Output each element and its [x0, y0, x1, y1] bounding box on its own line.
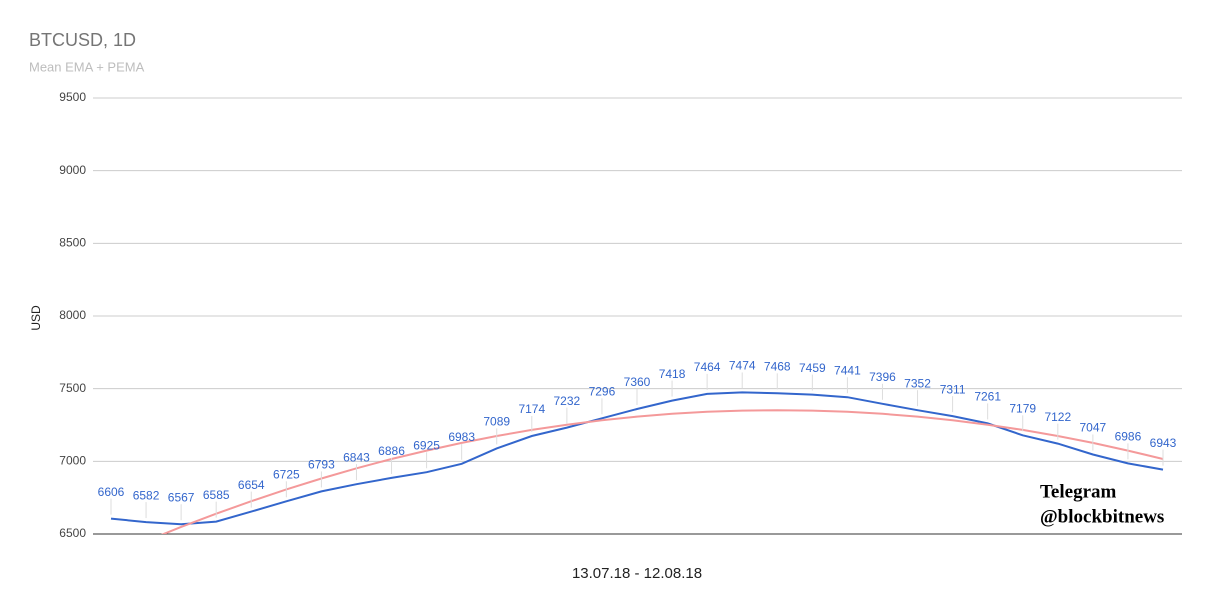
watermark: @blockbitnews	[1040, 506, 1164, 527]
data-label: 7468	[764, 359, 791, 373]
data-label: 7441	[834, 363, 861, 377]
data-label: 7311	[940, 382, 966, 396]
data-label: 7418	[659, 367, 686, 381]
data-label: 6943	[1150, 436, 1177, 450]
data-label: 6567	[168, 490, 195, 504]
data-label: 6606	[98, 485, 125, 499]
y-tick-label: 8500	[59, 236, 86, 250]
chart-title: BTCUSD, 1D	[29, 30, 136, 50]
data-label: 7352	[904, 376, 931, 390]
data-label: 6925	[413, 438, 440, 452]
data-label: 7396	[869, 370, 896, 384]
data-label: 7047	[1080, 421, 1107, 435]
series-line	[110, 391, 1164, 526]
data-label: 7089	[483, 415, 510, 429]
y-tick-label: 6500	[59, 526, 86, 540]
data-label: 6793	[308, 458, 335, 472]
y-tick-label: 8000	[59, 308, 86, 322]
y-axis-label: USD	[29, 305, 43, 331]
watermark: Telegram	[1040, 481, 1117, 502]
y-tick-label: 7500	[59, 381, 86, 395]
data-label: 7474	[729, 359, 756, 373]
data-label: 6886	[378, 444, 405, 458]
y-tick-label: 7000	[59, 454, 86, 468]
data-label: 6983	[448, 430, 475, 444]
data-label: 6725	[273, 467, 300, 481]
chart-subtitle: Mean EMA + PEMA	[29, 59, 145, 74]
data-label: 6986	[1115, 430, 1142, 444]
data-label: 7459	[799, 361, 826, 375]
y-tick-label: 9000	[59, 163, 86, 177]
data-label: 7174	[518, 402, 545, 416]
data-label: 7122	[1044, 410, 1071, 424]
data-label: 6582	[133, 488, 160, 502]
data-label: 6654	[238, 478, 265, 492]
data-label: 7232	[554, 394, 581, 408]
data-label: 7179	[1009, 401, 1036, 415]
y-tick-label: 9500	[59, 90, 86, 104]
plot-area	[110, 391, 1164, 534]
data-label: 6585	[203, 488, 230, 502]
data-label: 7296	[589, 384, 616, 398]
data-label: 7464	[694, 360, 721, 374]
data-label: 6843	[343, 450, 370, 464]
x-axis-label: 13.07.18 - 12.08.18	[572, 565, 702, 582]
data-label: 7360	[624, 375, 651, 389]
data-label: 7261	[974, 390, 1001, 404]
